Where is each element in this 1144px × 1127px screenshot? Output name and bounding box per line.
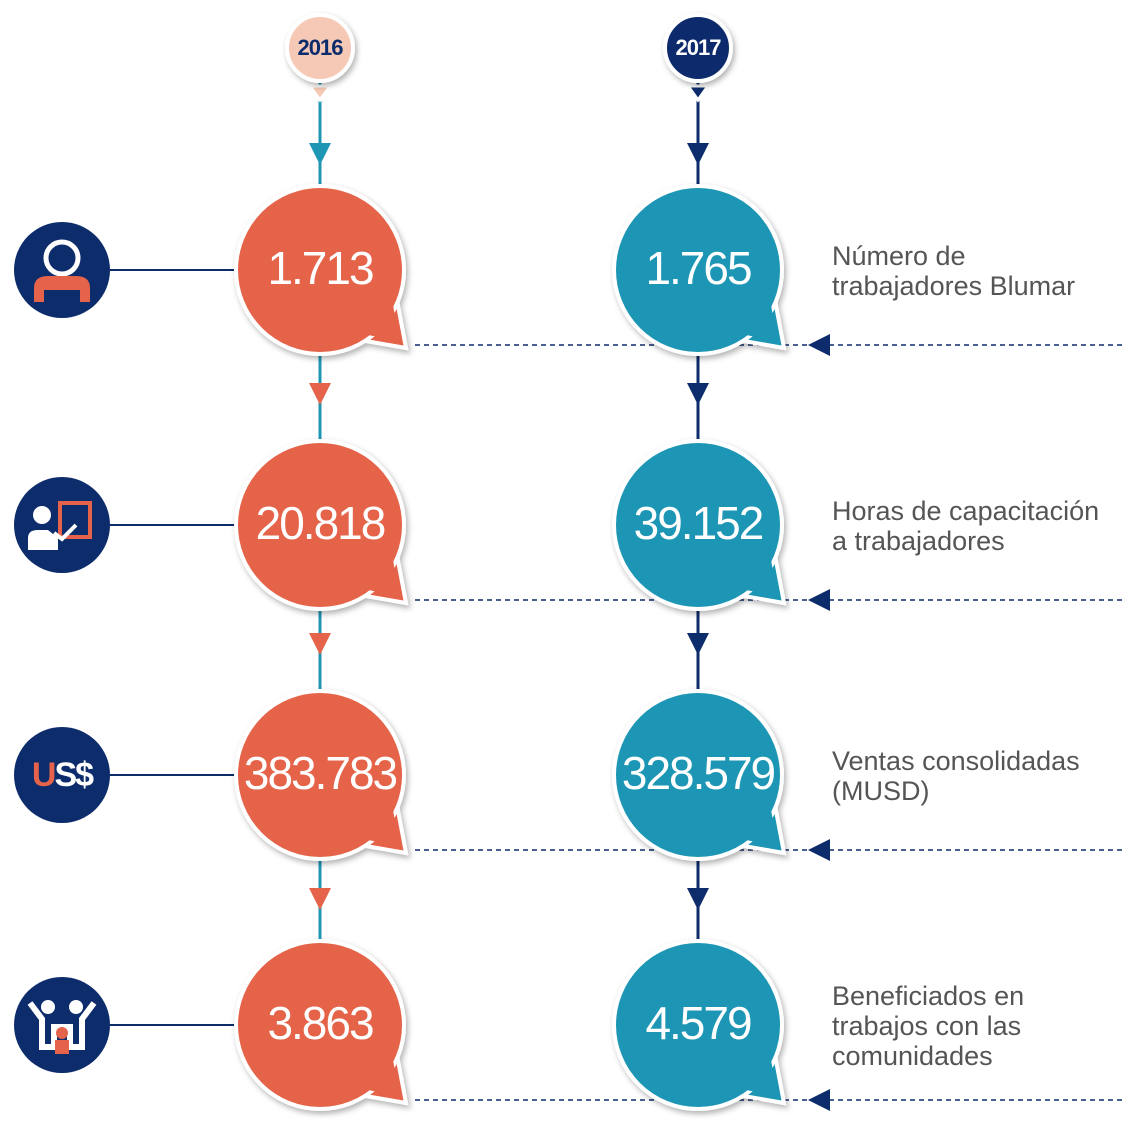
- value: 39.152: [634, 497, 763, 549]
- row-label: Beneficiados en: [832, 981, 1024, 1011]
- value: 4.579: [645, 997, 751, 1049]
- icon-child: [56, 1027, 68, 1039]
- icon-head: [69, 1000, 83, 1014]
- arrow-left: [808, 589, 830, 611]
- row-label: Número de: [832, 241, 966, 271]
- row-label: comunidades: [832, 1041, 993, 1071]
- badge-tail: [685, 84, 711, 103]
- bubble-tail-fill: [742, 555, 778, 597]
- icon-text: US$: [32, 756, 94, 794]
- row-label: a trabajadores: [832, 526, 1005, 556]
- value-bubble: [234, 939, 409, 1111]
- bubble: [612, 184, 784, 356]
- icon-head: [41, 1000, 55, 1014]
- year-badge: [663, 13, 733, 83]
- icon-check: [52, 523, 78, 542]
- year-label: 2017: [676, 35, 722, 60]
- value-bubble: [234, 689, 409, 861]
- badge-tail: [307, 84, 333, 103]
- arrow-left: [808, 1089, 830, 1111]
- icon-text-u: U: [32, 756, 55, 794]
- arrow-down: [687, 383, 709, 405]
- value-bubble: [612, 184, 787, 356]
- icon-text-s: S$: [54, 756, 94, 794]
- icon-body: [28, 530, 58, 550]
- bubble: [234, 689, 406, 861]
- value-bubble: [612, 439, 787, 611]
- row-label: Horas de capacitación: [832, 496, 1099, 526]
- bubble: [612, 439, 784, 611]
- icon-body: [34, 276, 90, 302]
- value: 1.765: [645, 242, 751, 294]
- icon-head: [33, 506, 51, 524]
- bubble-tail-fill: [364, 805, 400, 847]
- arrow-down: [309, 633, 331, 655]
- value-bubble: [612, 939, 787, 1111]
- row-label: trabajadores Blumar: [832, 271, 1075, 301]
- bubble-tail-fill: [364, 1055, 400, 1097]
- row-label: trabajos con las: [832, 1011, 1021, 1041]
- arrow-down: [309, 383, 331, 405]
- value: 20.818: [256, 497, 385, 549]
- arrow-left: [808, 334, 830, 356]
- value: 383.783: [244, 747, 397, 799]
- icon-child-body: [55, 1040, 69, 1054]
- year-badge: [285, 13, 355, 83]
- icon-circle: [14, 727, 110, 823]
- arrow-down: [309, 888, 331, 910]
- bubble-tail-fill: [742, 300, 778, 342]
- row-label: (MUSD): [832, 776, 929, 806]
- arrow-left: [808, 839, 830, 861]
- bubble: [612, 939, 784, 1111]
- arrow-down: [309, 143, 331, 165]
- bubble: [612, 689, 784, 861]
- bubble: [234, 184, 406, 356]
- icon-head: [43, 239, 81, 277]
- bubble: [234, 439, 406, 611]
- bubble-tail-fill: [364, 555, 400, 597]
- bubble-tail-fill: [742, 805, 778, 847]
- value-bubble: [612, 689, 787, 861]
- arrow-down: [687, 633, 709, 655]
- value: 3.863: [267, 997, 373, 1049]
- bubble-tail-fill: [742, 1055, 778, 1097]
- value: 1.713: [267, 242, 373, 294]
- bubble-tail-fill: [364, 300, 400, 342]
- arrow-down: [687, 888, 709, 910]
- icon-circle: [14, 222, 110, 318]
- value-bubble: [234, 439, 409, 611]
- value-bubble: [234, 184, 409, 356]
- arrow-down: [687, 143, 709, 165]
- row-label: Ventas consolidadas: [832, 746, 1080, 776]
- year-label: 2016: [298, 35, 344, 60]
- value: 328.579: [622, 747, 775, 799]
- icon-board: [58, 501, 92, 539]
- bubble: [234, 939, 406, 1111]
